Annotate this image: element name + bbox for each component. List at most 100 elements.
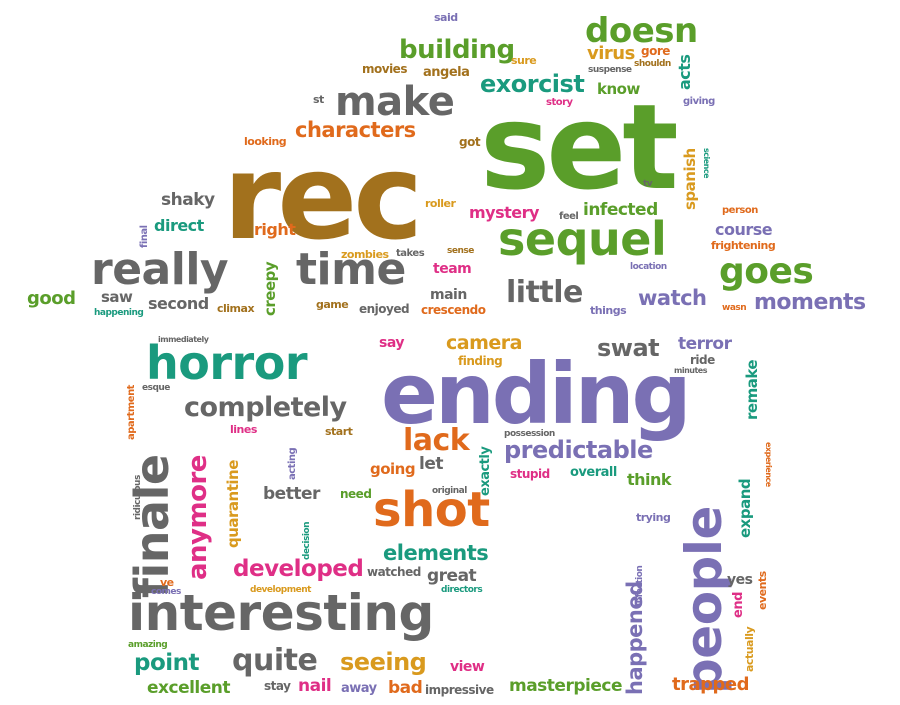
word: ve — [160, 576, 174, 589]
word: actually — [743, 626, 756, 672]
word: course — [715, 220, 773, 239]
word: camera — [446, 332, 522, 354]
word: sure — [511, 54, 537, 67]
word: elements — [383, 541, 489, 565]
word: team — [433, 261, 472, 277]
word: events — [756, 571, 769, 610]
word: think — [627, 470, 672, 489]
word: spanish — [681, 148, 699, 210]
word: great — [427, 566, 477, 586]
word: infected — [583, 200, 658, 220]
word: nail — [298, 676, 332, 696]
word: direct — [154, 216, 204, 235]
word: original — [432, 486, 467, 496]
word: predictable — [504, 436, 653, 464]
word: overall — [570, 465, 617, 480]
word: say — [379, 335, 404, 351]
word: story — [546, 97, 573, 108]
word: ridiculous — [133, 475, 143, 520]
word: second — [148, 294, 209, 313]
word: climax — [217, 302, 255, 315]
word: make — [335, 79, 455, 125]
word: let — [419, 454, 443, 474]
word: feel — [559, 211, 579, 222]
word: going — [370, 460, 416, 478]
word: lack — [403, 423, 470, 458]
word: takes — [396, 248, 425, 259]
word: watched — [367, 565, 421, 579]
word: little — [506, 275, 583, 310]
word: good — [27, 288, 76, 309]
word: excellent — [147, 678, 231, 698]
word: virus — [587, 43, 635, 64]
word: remake — [743, 359, 761, 420]
word: possession — [504, 429, 555, 439]
word: point — [134, 650, 200, 676]
word: looking — [244, 135, 287, 148]
word: really — [91, 244, 229, 295]
word: building — [399, 35, 515, 65]
word: stay — [264, 679, 291, 693]
word: location — [630, 262, 667, 272]
word: directors — [441, 585, 483, 595]
word: right — [254, 220, 296, 239]
word: expand — [736, 478, 754, 538]
word: shouldn — [634, 59, 671, 69]
word: characters — [295, 118, 416, 142]
word: watch — [638, 286, 707, 310]
word: enjoyed — [359, 302, 410, 316]
word: gore — [641, 44, 670, 58]
word: time — [296, 244, 406, 295]
word: roller — [425, 197, 456, 210]
word: horror — [146, 336, 308, 390]
word: yes — [727, 572, 753, 588]
word: tv — [643, 179, 653, 189]
word: set — [480, 78, 679, 216]
word: sequel — [498, 212, 667, 266]
word: trapped — [672, 674, 750, 695]
word: impressive — [425, 683, 494, 697]
word: main — [430, 287, 467, 303]
word: end — [731, 592, 746, 618]
word: view — [450, 659, 485, 675]
word: game — [316, 298, 349, 311]
word: said — [434, 11, 458, 24]
word: comes — [151, 587, 181, 597]
word: trying — [636, 511, 671, 524]
word: things — [590, 304, 627, 317]
word: seeing — [340, 648, 427, 676]
word: bad — [388, 678, 423, 698]
word: away — [341, 681, 377, 696]
word: esque — [142, 383, 170, 393]
word: terror — [678, 334, 732, 354]
word: decision — [302, 522, 312, 560]
word: acts — [675, 54, 694, 90]
word: quite — [232, 643, 318, 678]
word: wasn — [722, 303, 747, 313]
word: completely — [184, 392, 347, 423]
word: infection — [635, 565, 645, 606]
word: immediately — [158, 335, 209, 344]
word: stupid — [510, 467, 550, 481]
word: zombies — [341, 248, 389, 261]
word: know — [597, 80, 640, 98]
word: experience — [764, 442, 773, 487]
word: development — [250, 585, 311, 595]
word: person — [722, 205, 758, 216]
word: got — [459, 135, 481, 149]
word: acting — [287, 447, 298, 480]
word: ending — [381, 345, 692, 443]
word: amazing — [128, 640, 168, 650]
word: giving — [683, 96, 715, 107]
word: mystery — [469, 203, 539, 222]
word: ride — [690, 353, 715, 367]
word: suspense — [588, 65, 632, 75]
word: need — [340, 487, 372, 501]
word: finding — [458, 354, 503, 368]
word: exorcist — [480, 70, 585, 98]
word: moments — [754, 290, 866, 315]
word: crescendo — [421, 303, 486, 317]
word: interesting — [128, 584, 434, 642]
word: science — [702, 148, 711, 179]
